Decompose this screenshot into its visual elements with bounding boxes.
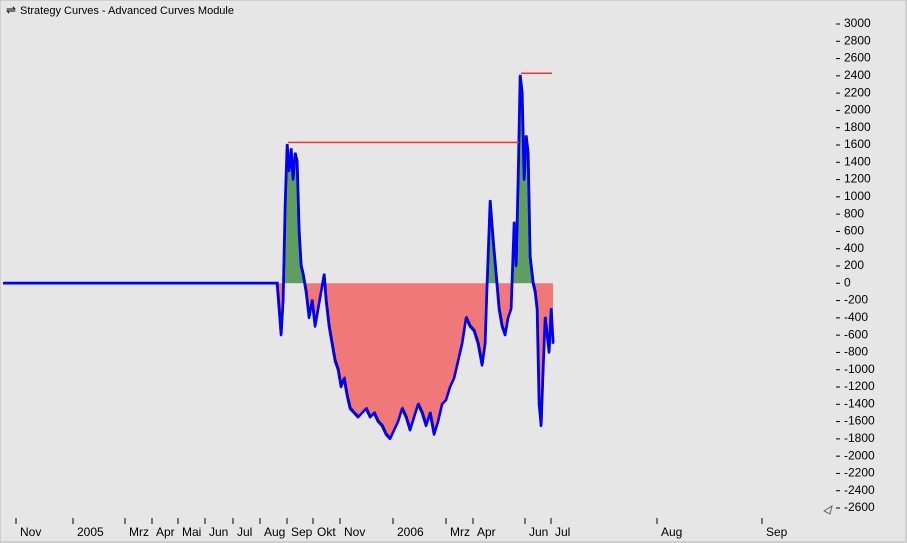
y-tick-label: -1400 xyxy=(844,396,875,410)
y-tick-label: -2400 xyxy=(844,483,875,497)
x-tick-label: Mrz xyxy=(450,525,470,539)
x-tick-label: Mrz xyxy=(129,525,149,539)
equity-line xyxy=(3,74,555,441)
x-tick-label: Sep xyxy=(291,525,313,539)
x-tick-label: Jul xyxy=(555,525,570,539)
x-tick-label: Jun xyxy=(529,525,548,539)
swap-icon: ⇌ xyxy=(6,3,16,17)
y-tick-label: -1200 xyxy=(844,379,875,393)
y-tick-label: -600 xyxy=(844,327,868,341)
negative-area xyxy=(3,283,553,439)
x-tick-label: Apr xyxy=(477,525,496,539)
x-tick-label: Okt xyxy=(317,525,336,539)
chart-title: Strategy Curves - Advanced Curves Module xyxy=(20,5,234,17)
y-tick-label: 800 xyxy=(844,206,864,220)
y-tick-label: -800 xyxy=(844,345,868,359)
y-tick-label: 2400 xyxy=(844,68,871,82)
y-tick-label: -200 xyxy=(844,293,868,307)
x-tick-label: Apr xyxy=(156,525,175,539)
x-tick-label: Nov xyxy=(344,525,365,539)
y-tick-label: 400 xyxy=(844,241,864,255)
y-tick-label: 200 xyxy=(844,258,864,272)
x-tick-label: Mai xyxy=(182,525,201,539)
y-tick-label: 600 xyxy=(844,224,864,238)
y-tick-label: 1200 xyxy=(844,172,871,186)
y-tick-label: 0 xyxy=(844,275,851,289)
y-tick-label: 2800 xyxy=(844,33,871,47)
x-tick-label: Nov xyxy=(20,525,41,539)
resize-grip xyxy=(822,504,833,515)
y-tick-label: 1600 xyxy=(844,137,871,151)
x-tick-label: Aug xyxy=(661,525,682,539)
y-tick-label: -2000 xyxy=(844,448,875,462)
y-tick-label: 1000 xyxy=(844,189,871,203)
y-tick-label: -2200 xyxy=(844,466,875,480)
y-tick-label: -1600 xyxy=(844,414,875,428)
x-tick-label: Aug xyxy=(264,525,285,539)
y-tick-label: -1800 xyxy=(844,431,875,445)
y-tick-label: 2200 xyxy=(844,85,871,99)
y-tick-label: -2600 xyxy=(844,500,875,514)
x-tick-label: 2005 xyxy=(77,525,104,539)
y-tick-label: 3000 xyxy=(844,16,871,30)
x-tick-label: Sep xyxy=(766,525,788,539)
plot: 3000280026002400220020001800160014001200… xyxy=(3,16,875,539)
y-tick-label: 1400 xyxy=(844,154,871,168)
y-tick-label: 1800 xyxy=(844,120,871,134)
y-tick-label: 2600 xyxy=(844,51,871,65)
x-tick-label: 2006 xyxy=(397,525,424,539)
y-tick-label: 2000 xyxy=(844,103,871,117)
x-tick-label: Jun xyxy=(209,525,228,539)
y-tick-label: -400 xyxy=(844,310,868,324)
x-tick-label: Jul xyxy=(237,525,252,539)
y-tick-label: -1000 xyxy=(844,362,875,376)
